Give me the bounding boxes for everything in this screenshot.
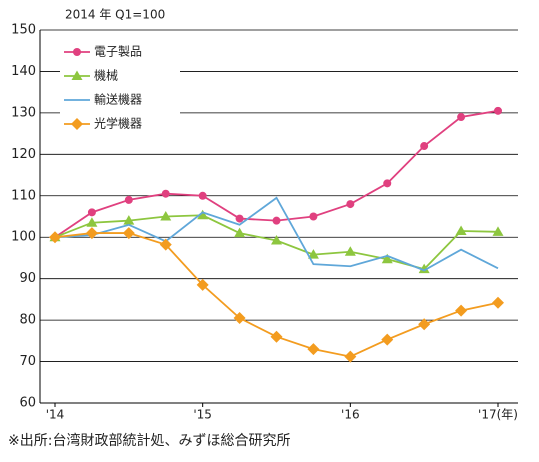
marker: [122, 227, 135, 240]
marker: [71, 70, 83, 80]
y-tick-label: 100: [11, 230, 36, 245]
marker: [307, 343, 320, 356]
marker: [344, 246, 356, 256]
x-tick-label: '14: [46, 408, 65, 422]
marker: [455, 304, 468, 317]
annotation: 2014 年 Q1=100: [65, 8, 165, 22]
marker: [492, 296, 504, 309]
marker: [87, 208, 96, 217]
marker: [49, 231, 61, 244]
marker: [307, 249, 319, 259]
marker: [73, 48, 81, 56]
marker: [196, 278, 209, 291]
marker: [381, 333, 394, 346]
marker: [492, 226, 504, 236]
y-tick-label: 90: [19, 271, 36, 286]
legend-label: 電子製品: [94, 45, 142, 59]
marker: [344, 350, 357, 363]
series-line: [54, 196, 499, 272]
marker: [381, 253, 393, 264]
legend-label: 光学機器: [94, 116, 142, 131]
y-tick-label: 140: [11, 64, 36, 79]
y-tick-label: 130: [11, 105, 36, 120]
marker: [197, 209, 209, 220]
marker: [233, 312, 246, 325]
marker: [457, 113, 466, 122]
marker: [270, 330, 283, 343]
marker: [271, 235, 282, 245]
marker: [71, 118, 83, 130]
marker: [494, 106, 502, 115]
x-tick-label: '16: [341, 408, 360, 422]
marker: [86, 217, 98, 227]
marker: [123, 215, 135, 225]
marker: [383, 179, 392, 188]
marker: [309, 212, 318, 221]
marker: [455, 225, 467, 236]
y-tick-label: 110: [11, 188, 36, 203]
y-tick-label: 70: [19, 354, 36, 369]
x-tick-label: '17(年): [478, 408, 518, 422]
marker: [124, 195, 133, 204]
marker: [235, 214, 244, 223]
source-note: ※出所:台湾財政部統計処、みずほ総合研究所: [8, 432, 290, 449]
marker: [159, 238, 172, 251]
marker: [85, 227, 98, 240]
marker: [418, 263, 430, 274]
marker: [346, 200, 355, 209]
y-tick-label: 150: [11, 23, 36, 38]
marker: [418, 318, 431, 331]
marker: [420, 142, 429, 151]
y-tick-label: 120: [11, 147, 36, 162]
legend-label: 機械: [94, 68, 118, 83]
y-tick-label: 80: [19, 313, 36, 328]
marker: [198, 191, 207, 200]
y-tick-label: 60: [19, 396, 36, 411]
marker: [272, 216, 281, 225]
marker: [160, 211, 172, 221]
legend-label: 輸送機器: [94, 92, 142, 107]
marker: [234, 227, 246, 238]
marker: [161, 189, 170, 198]
x-tick-label: '15: [193, 408, 212, 422]
